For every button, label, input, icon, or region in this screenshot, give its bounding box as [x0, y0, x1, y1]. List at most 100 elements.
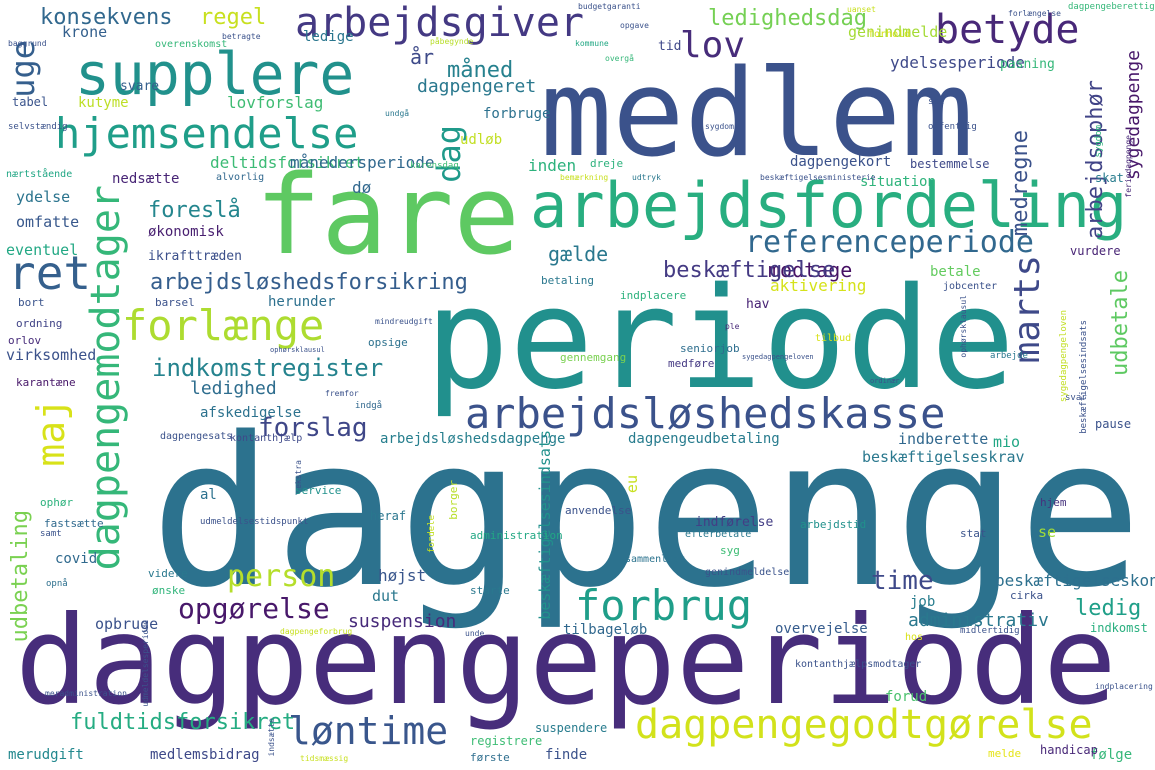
- word-mio: beskæftigelseskrav: [862, 448, 1025, 466]
- word-konsekvens: konsekvens: [40, 5, 173, 30]
- word-naertstaaende: alvorlig: [216, 172, 265, 183]
- word-ske: ske: [928, 97, 945, 107]
- word-administration: efterbetale: [685, 529, 752, 540]
- word-hos: midlertidig: [960, 626, 1020, 636]
- word-maj: maj: [29, 398, 73, 467]
- word-kutyme: tabel: [12, 95, 49, 109]
- word-medlem: medlem: [540, 45, 974, 184]
- word-overga: kommune: [575, 39, 609, 48]
- word-dagpengeret: dagpengeret: [417, 76, 537, 97]
- word-herunder: nedsætte: [112, 171, 180, 187]
- word-udmeldelsesperiode: ekstra: [294, 460, 303, 489]
- word-offentlig: offentlig: [928, 122, 977, 132]
- word-handicap: melde: [988, 747, 1022, 760]
- word-jobcenter: mindreudgift: [375, 317, 433, 326]
- word-forbruge: udløb: [460, 132, 503, 148]
- word-aktivering: betale: [930, 264, 981, 280]
- word-beskaeftigelseskonto: ledighed: [190, 378, 277, 399]
- word-samt: opnå: [46, 579, 68, 589]
- word-virksomhed: økonomisk: [148, 224, 224, 240]
- word-administrativ: beskæftigelseskonto: [995, 571, 1155, 590]
- word-indberette: mio: [993, 433, 1021, 451]
- word-betyde: betyde: [935, 7, 1080, 53]
- word-unde: udmeldelsestidspunkt: [200, 517, 309, 527]
- word-fare: fare: [255, 151, 520, 279]
- word-vurdere: indkomst: [1090, 621, 1148, 635]
- word-suspendere: bestemmelse: [910, 157, 990, 171]
- word-finde: følge: [1090, 747, 1133, 763]
- word-borger: service: [295, 484, 342, 497]
- word-tilbud: svar: [1065, 393, 1087, 403]
- word-tid: pasning: [1000, 57, 1055, 72]
- word-pause: handicap: [1040, 743, 1098, 757]
- word-sammenlagt: starte: [470, 584, 510, 597]
- word-arbejdsloshedsdagpenge: dagpengeudbetaling: [628, 431, 780, 447]
- word-karens: medregne: [1008, 130, 1033, 236]
- word-indplacering: dagpengeforbrug: [280, 627, 353, 636]
- word-covid: job: [910, 594, 936, 610]
- word-udlob: inden: [528, 156, 577, 175]
- word-eventuel: virksomhed: [6, 346, 97, 364]
- word-medregne: arbejdsophør: [1083, 80, 1108, 239]
- word-skat: pause: [1095, 417, 1132, 431]
- word-heraf: borger: [447, 480, 460, 520]
- word-ophorsklausul: ophørsklausul: [959, 295, 968, 358]
- word-midlertidig: karantæne: [16, 376, 76, 389]
- word-ledig: fuldtidsforsikret: [70, 710, 296, 735]
- word-beskaeftigelsesministerie: dreje: [590, 157, 624, 170]
- word-arbejdsloshedsforsikring: arbejdsløshedsforsikring: [150, 270, 468, 295]
- word-forslag: forslag: [258, 413, 368, 443]
- word-marts: marts: [1007, 255, 1048, 364]
- word-al: afskedigelse: [200, 405, 302, 421]
- word-ophor: fastsætte: [44, 517, 104, 530]
- word-pasning: skat: [1095, 171, 1124, 185]
- word-bemaerkning: udtryk: [632, 173, 661, 182]
- word-indsaette: kontanthjælpsmodtager: [795, 659, 922, 670]
- word-alvorlig: karensdag: [410, 161, 459, 171]
- word-feriedagpenge: sygdom: [1094, 125, 1104, 158]
- word-ledighedsdag: ledighedsdag: [708, 6, 867, 31]
- word-genindmelde: ledige: [303, 29, 354, 45]
- word-regel: regel: [200, 5, 267, 30]
- word-opsige: seniorjob: [680, 342, 740, 355]
- word-fuldtidsforsikret: suspension: [348, 611, 457, 632]
- word-dagpengekort: situation: [860, 174, 936, 190]
- word-indkomst: cirka: [1010, 589, 1044, 602]
- word-job: al: [200, 487, 217, 503]
- word-ledige: forbruge: [483, 106, 551, 122]
- word-hojst: dut: [372, 587, 400, 605]
- word-uanset: forhold: [868, 29, 911, 40]
- word-bort: barsel: [155, 296, 195, 309]
- word-ikrafttraeden: herunder: [268, 294, 336, 310]
- word-lovforslag: ydelsesperiode: [890, 53, 1025, 72]
- word-karantaene: orlov: [8, 334, 42, 347]
- word-syg: sammenlagt: [625, 554, 686, 565]
- word-merudgift: finde: [545, 747, 588, 763]
- word-betaling: indplacere: [620, 289, 687, 302]
- word-indplacere: jobcenter: [943, 281, 998, 292]
- word-dagpengeforbrug: eu: [623, 475, 641, 494]
- word-okonomisk: ikrafttræden: [148, 249, 242, 264]
- word-suspension: administrativ: [908, 610, 1049, 631]
- word-service: fordele: [427, 515, 437, 553]
- word-selvstaendig: baggrund: [8, 39, 47, 48]
- word-beskaeftigelsesindsats: beskæftigelsesindsats: [1079, 320, 1089, 434]
- word-ydelse: omfatte: [16, 213, 80, 231]
- word-afskedigelse: indførelse: [695, 515, 774, 530]
- word-forbrug: forbrug: [575, 581, 753, 630]
- word-person: person: [227, 559, 336, 594]
- word-eu: sygedagpengeloven: [742, 353, 814, 361]
- word-aar: år: [410, 45, 435, 69]
- word-nedsaette: dagpengekort: [790, 154, 892, 170]
- word-medfore: gennemgang: [560, 351, 627, 364]
- word-orlov: ordning: [16, 317, 63, 330]
- word-genindmeldelse: syg: [720, 544, 740, 557]
- word-miste: meradministration: [45, 689, 127, 698]
- word-lontime: løntime: [288, 709, 449, 753]
- word-lov: lov: [680, 25, 746, 66]
- word-udbetale: modtage: [768, 258, 853, 282]
- word-bestemmelse: vurdere: [1070, 244, 1121, 258]
- word-beskaeftigelsesudvalg: tidsmæssig: [300, 754, 349, 763]
- word-onske: hos: [905, 632, 924, 643]
